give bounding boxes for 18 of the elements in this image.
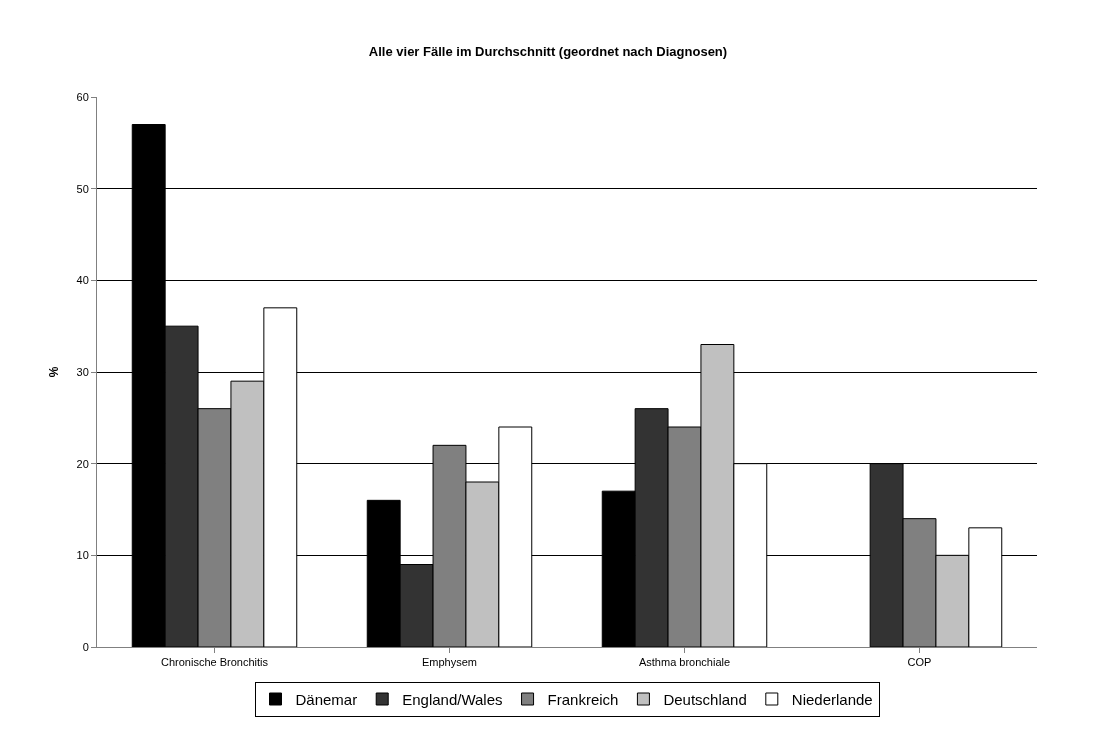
y-tick-label: 10 (76, 549, 89, 562)
y-axis-title: % (46, 366, 61, 378)
legend-label: Dänemar (295, 690, 358, 708)
x-tick-label: COP (907, 656, 932, 669)
x-tick-label: Asthma bronchiale (638, 656, 731, 669)
y-tick-label: 20 (76, 457, 89, 470)
x-tick-label: Emphysem (421, 656, 478, 669)
chart-title: Alle vier Fälle im Durchschnitt (geordnet nach Diagnosen) (368, 43, 728, 59)
x-tick-label: Chronische Bronchitis (161, 656, 269, 669)
y-tick-label: 30 (76, 365, 89, 378)
y-tick-label: 40 (76, 274, 89, 287)
y-tick-label: 0 (82, 640, 89, 653)
legend-label: England/Wales (402, 690, 503, 708)
legend-label: Niederlande (791, 690, 873, 708)
legend-label: Frankreich (547, 690, 619, 708)
y-tick-label: 50 (76, 182, 89, 195)
y-tick-label: 60 (76, 90, 89, 103)
legend-label: Deutschland (663, 690, 747, 708)
